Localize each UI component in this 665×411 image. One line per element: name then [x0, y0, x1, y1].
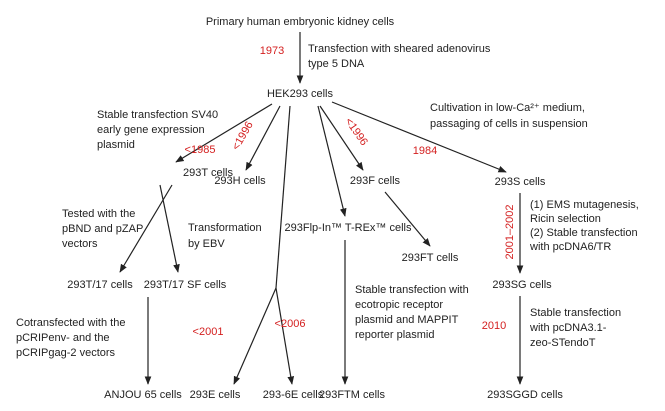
annotation: by EBV [188, 238, 225, 250]
cell-line: ANJOU 65 cells [104, 389, 182, 401]
annotation: (1) EMS mutagenesis, [530, 199, 639, 211]
annotation: Ricin selection [530, 213, 601, 225]
cell-line: 293Flp-In™ T-REx™ cells [285, 222, 412, 234]
cell-line: 293-6E cells [263, 389, 324, 401]
annotation: Stable transfection with [355, 284, 469, 296]
annotation: Transformation [188, 222, 262, 234]
annotation: with pcDNA3.1- [529, 322, 607, 334]
edges [119, 32, 524, 385]
cell-line: 293E cells [190, 389, 241, 401]
annotation: passaging of cells in suspension [430, 118, 588, 130]
annotation: zeo-STendoT [530, 337, 596, 349]
annotation: pCRIPenv- and the [16, 332, 110, 344]
annotation: early gene expression [97, 124, 205, 136]
year-label: 1973 [260, 45, 284, 57]
annotation: Stable transfection [530, 307, 621, 319]
cell-line: 293F cells [350, 175, 401, 187]
line [275, 105, 291, 289]
cell-line: 293T/17 SF cells [144, 279, 227, 291]
arrow [384, 191, 431, 247]
year-label: <2001 [193, 326, 224, 338]
annotation: Cultivation in low-Ca²⁺ medium, [430, 102, 585, 114]
cell-line: 293T cells [183, 167, 233, 179]
cell-line: 293SG cells [492, 279, 552, 291]
cell-line: 293H cells [214, 175, 266, 187]
annotation: Stable transfection SV40 [97, 109, 218, 121]
cell-line: 293SGGD cells [487, 389, 563, 401]
annotation: (2) Stable transfection [530, 227, 638, 239]
year-label: <1996 [342, 116, 370, 148]
year-label: <2006 [275, 318, 306, 330]
cell-line: HEK293 cells [267, 88, 334, 100]
year-label: 2001–2002 [504, 204, 516, 259]
annotation: plasmid [97, 139, 135, 151]
annotation: Transfection with sheared adenovirus [308, 43, 491, 55]
arrow [331, 101, 507, 173]
year-label: 1984 [413, 145, 437, 157]
cell-line: 293FTM cells [319, 389, 386, 401]
arrow [317, 105, 347, 217]
cell-line: 293FT cells [402, 252, 459, 264]
annotation: vectors [62, 238, 98, 250]
year-label: 2010 [482, 320, 506, 332]
arrow [159, 184, 180, 273]
year-label: <1996 [230, 120, 256, 153]
annotation: Cotransfected with the [16, 317, 125, 329]
cell-line: 293T/17 cells [67, 279, 133, 291]
arrow [233, 287, 277, 385]
annotation: plasmid and MAPPIT [355, 314, 459, 326]
arrow [319, 105, 364, 171]
arrow [275, 287, 295, 385]
arrow [245, 105, 281, 171]
annotation: ecotropic receptor [355, 299, 443, 311]
cell-line: 293S cells [495, 176, 546, 188]
annotation: reporter plasmid [355, 329, 434, 341]
annotation: Tested with the [62, 208, 135, 220]
annotation: pCRIPgag-2 vectors [16, 347, 116, 359]
arrow [175, 103, 273, 163]
annotation: type 5 DNA [308, 58, 365, 70]
year-label: <1985 [185, 144, 216, 156]
annotation: with pcDNA6/TR [529, 241, 611, 253]
cell-line: Primary human embryonic kidney cells [206, 16, 395, 28]
annotation: pBND and pZAP [62, 223, 143, 235]
